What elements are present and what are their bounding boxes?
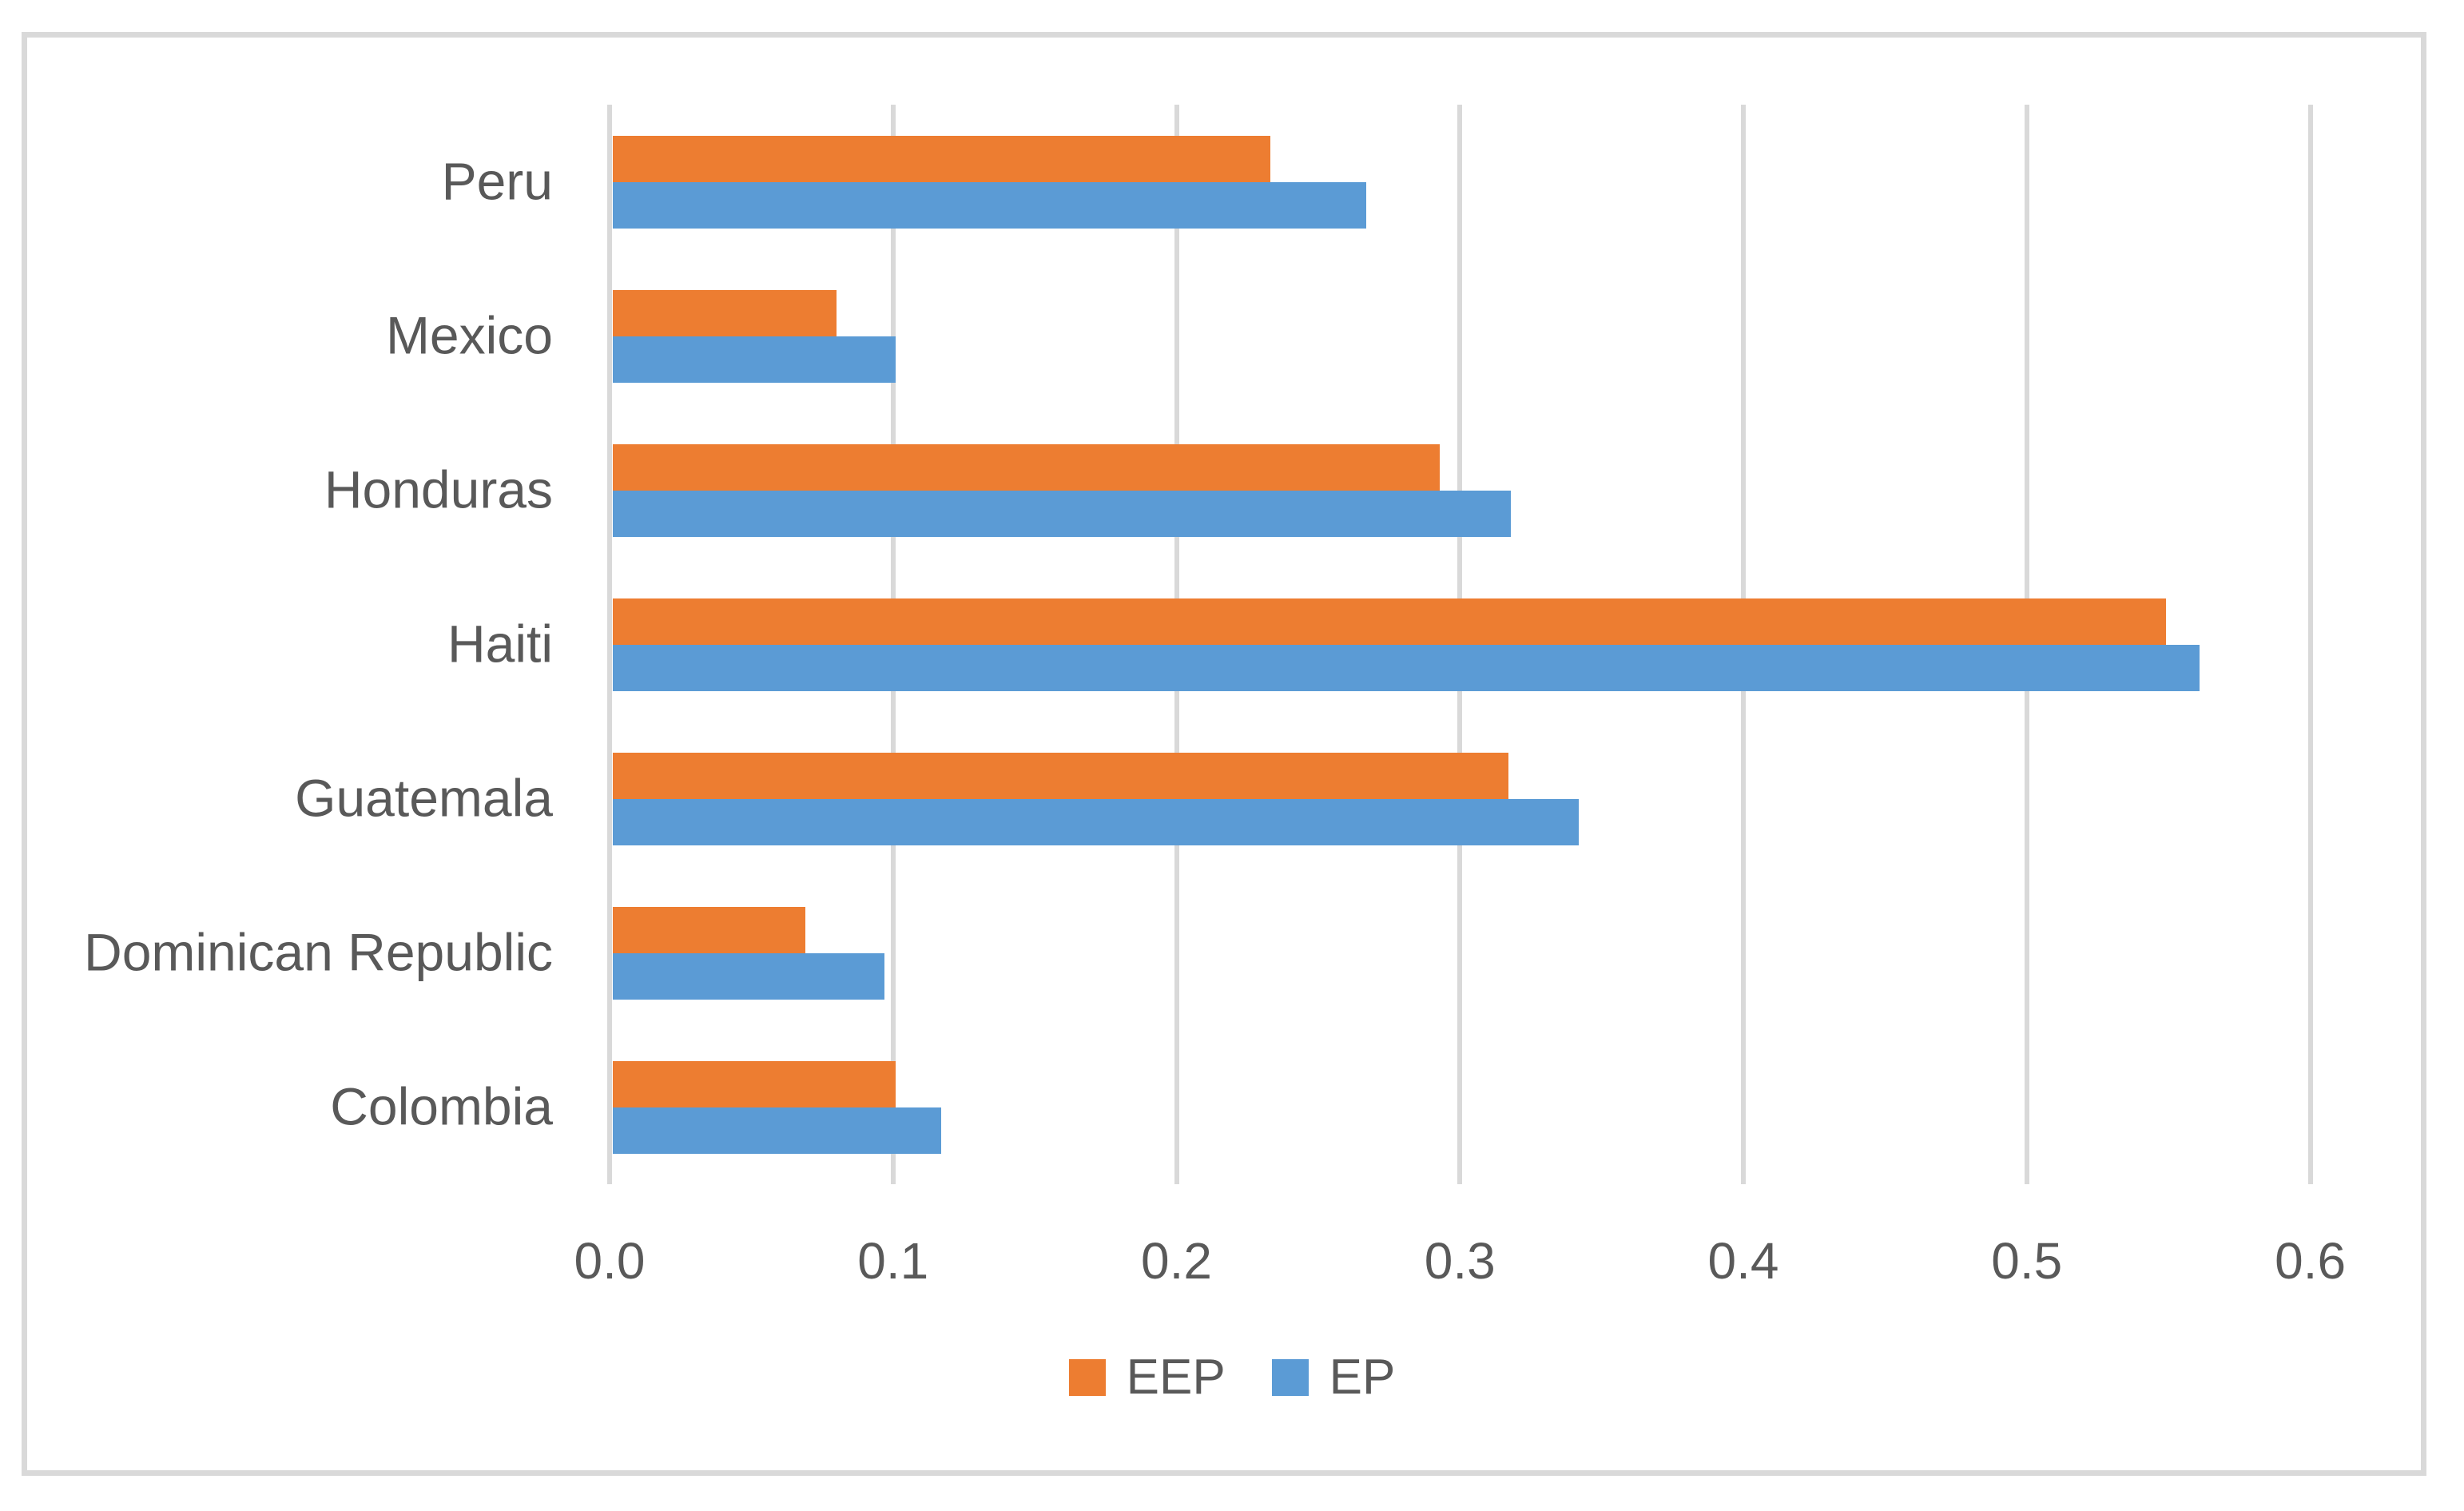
category-label-honduras: Honduras: [324, 459, 553, 519]
bar-eep-honduras: [613, 444, 1441, 491]
bar-eep-mexico: [613, 290, 837, 336]
category-label-mexico: Mexico: [385, 305, 553, 365]
legend-item-eep: EEP: [1068, 1350, 1226, 1405]
category-label-haiti: Haiti: [447, 614, 553, 674]
legend-label-eep: EEP: [1126, 1350, 1226, 1405]
x-tick-0.1: 0.1: [857, 1232, 929, 1290]
legend-item-ep: EP: [1271, 1350, 1396, 1405]
x-tick-0.5: 0.5: [1991, 1232, 2063, 1290]
gridline-0.0: [607, 105, 612, 1184]
bar-eep-dominican-republic: [613, 907, 805, 953]
x-tick-0.6: 0.6: [2275, 1232, 2347, 1290]
legend-label-ep: EP: [1329, 1350, 1396, 1405]
bar-ep-honduras: [613, 491, 1512, 537]
gridline-0.6: [2307, 105, 2313, 1184]
bar-eep-peru: [613, 136, 1270, 182]
bar-ep-haiti: [613, 645, 2200, 691]
legend: EEP EP: [0, 1353, 2464, 1402]
category-label-guatemala: Guatemala: [295, 768, 553, 828]
category-label-dominican-republic: Dominican Republic: [84, 922, 553, 982]
category-axis: Peru Mexico Honduras Haiti Guatemala Dominica…: [27, 105, 553, 1184]
legend-swatch-ep: [1271, 1359, 1309, 1396]
bar-eep-colombia: [613, 1061, 896, 1107]
bar-ep-mexico: [613, 336, 896, 383]
x-tick-0.4: 0.4: [1707, 1232, 1779, 1290]
bar-ep-colombia: [613, 1107, 942, 1154]
bar-eep-guatemala: [613, 753, 1508, 799]
bar-ep-guatemala: [613, 799, 1580, 845]
bar-eep-haiti: [613, 598, 2166, 645]
plot-area: [607, 105, 2426, 1184]
x-tick-0.2: 0.2: [1141, 1232, 1212, 1290]
bar-ep-dominican-republic: [613, 953, 885, 1000]
bar-ep-peru: [613, 182, 1367, 229]
x-tick-0.3: 0.3: [1424, 1232, 1496, 1290]
category-label-colombia: Colombia: [330, 1076, 553, 1136]
category-label-peru: Peru: [441, 151, 553, 211]
x-axis-tick-labels: 0.0 0.1 0.2 0.3 0.4 0.5 0.6: [574, 1227, 2426, 1314]
x-tick-0.0: 0.0: [574, 1232, 646, 1290]
legend-swatch-eep: [1068, 1359, 1106, 1396]
